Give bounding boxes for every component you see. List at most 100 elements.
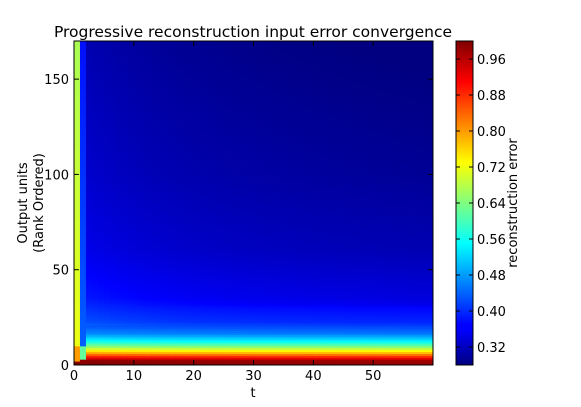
heatmap-cell <box>139 94 147 97</box>
heatmap-cell <box>85 63 93 67</box>
heatmap-cell <box>127 134 135 137</box>
heatmap-cell <box>187 100 195 103</box>
heatmap-cell <box>145 271 153 274</box>
heatmap-cell <box>235 326 242 330</box>
heatmap-cell <box>163 191 171 194</box>
heatmap-cell <box>85 182 93 185</box>
heatmap-cell <box>217 338 224 341</box>
heatmap-cell <box>187 336 195 339</box>
heatmap-cell <box>145 44 153 48</box>
heatmap-cell <box>97 241 105 244</box>
heatmap-cell <box>211 336 218 339</box>
heatmap-cell <box>211 142 218 145</box>
heatmap-cell <box>115 307 123 311</box>
heatmap-cell <box>175 258 183 261</box>
heatmap-cell <box>91 92 99 95</box>
heatmap-cell <box>103 155 111 158</box>
heatmap-cell <box>187 315 195 318</box>
heatmap-cell <box>133 239 141 242</box>
heatmap-cell <box>175 315 183 318</box>
heatmap-cell <box>187 149 195 152</box>
heatmap-cell <box>169 351 177 354</box>
heatmap-cell <box>145 157 153 160</box>
heatmap-cell <box>175 260 183 263</box>
heatmap-cell <box>229 324 236 328</box>
heatmap-cell <box>205 107 213 111</box>
heatmap-cell <box>79 273 87 276</box>
heatmap-cell <box>217 283 224 286</box>
heatmap-cell <box>211 126 218 130</box>
heatmap-cell <box>139 153 147 156</box>
heatmap-cell <box>133 336 141 339</box>
heatmap-cell <box>187 88 195 91</box>
heatmap-cell <box>121 210 129 213</box>
heatmap-cell <box>139 254 147 257</box>
heatmap-cell <box>85 105 93 109</box>
heatmap-cell <box>223 71 230 74</box>
heatmap-cell <box>223 79 230 82</box>
heatmap-cell <box>97 288 105 292</box>
heatmap-cell <box>74 100 81 103</box>
heatmap-cell <box>193 222 201 225</box>
heatmap-cell <box>133 258 141 261</box>
heatmap-cell <box>235 134 242 137</box>
heatmap-cell <box>223 77 230 80</box>
heatmap-cell <box>97 265 105 269</box>
heatmap-cell <box>121 82 129 86</box>
heatmap-cell <box>229 288 236 292</box>
heatmap-cell <box>229 332 236 335</box>
heatmap-cell <box>103 271 111 274</box>
heatmap-cell <box>157 117 165 120</box>
heatmap-cell <box>139 201 147 204</box>
heatmap-cell <box>85 56 93 59</box>
heatmap-cell <box>211 361 218 364</box>
heatmap-cell <box>235 300 242 303</box>
heatmap-cell <box>229 115 236 118</box>
heatmap-cell <box>91 296 99 299</box>
heatmap-cell <box>169 300 177 303</box>
heatmap-cell <box>181 46 189 50</box>
heatmap-cell <box>157 263 165 267</box>
heatmap-cell <box>193 195 201 198</box>
heatmap-cell <box>241 206 248 210</box>
heatmap-cell <box>121 336 129 339</box>
heatmap-cell <box>85 52 93 55</box>
heatmap-cell <box>169 349 177 353</box>
heatmap-cell <box>74 319 81 322</box>
heatmap-cell <box>139 189 147 192</box>
heatmap-cell <box>187 71 195 74</box>
heatmap-cell <box>85 67 93 70</box>
heatmap-cell <box>241 136 248 139</box>
heatmap-cell <box>193 351 201 354</box>
heatmap-cell <box>121 58 129 61</box>
heatmap-cell <box>133 44 141 48</box>
heatmap-cell <box>97 94 105 97</box>
heatmap-cell <box>229 157 236 160</box>
heatmap-cell <box>85 239 93 242</box>
heatmap-cell <box>115 168 123 171</box>
heatmap-cell <box>223 309 230 313</box>
heatmap-cell <box>133 54 141 57</box>
heatmap-cell <box>211 79 218 82</box>
heatmap-cell <box>181 111 189 114</box>
heatmap-cell <box>241 326 248 330</box>
heatmap-cell <box>169 340 177 343</box>
heatmap-cell <box>139 182 147 185</box>
heatmap-cell <box>193 94 201 97</box>
heatmap-cell <box>109 294 117 297</box>
heatmap-cell <box>133 193 141 196</box>
heatmap-cell <box>103 246 111 250</box>
heatmap-cell <box>211 60 218 63</box>
heatmap-cell <box>235 361 242 364</box>
heatmap-cell <box>181 170 189 173</box>
heatmap-cell <box>223 210 230 213</box>
heatmap-cell <box>109 212 117 215</box>
heatmap-cell <box>85 199 93 202</box>
heatmap-cell <box>139 75 147 78</box>
heatmap-cell <box>139 155 147 158</box>
heatmap-cell <box>223 353 230 356</box>
heatmap-cell <box>205 321 213 324</box>
heatmap-cell <box>157 302 165 305</box>
heatmap-cell <box>229 214 236 217</box>
heatmap-cell <box>205 290 213 293</box>
